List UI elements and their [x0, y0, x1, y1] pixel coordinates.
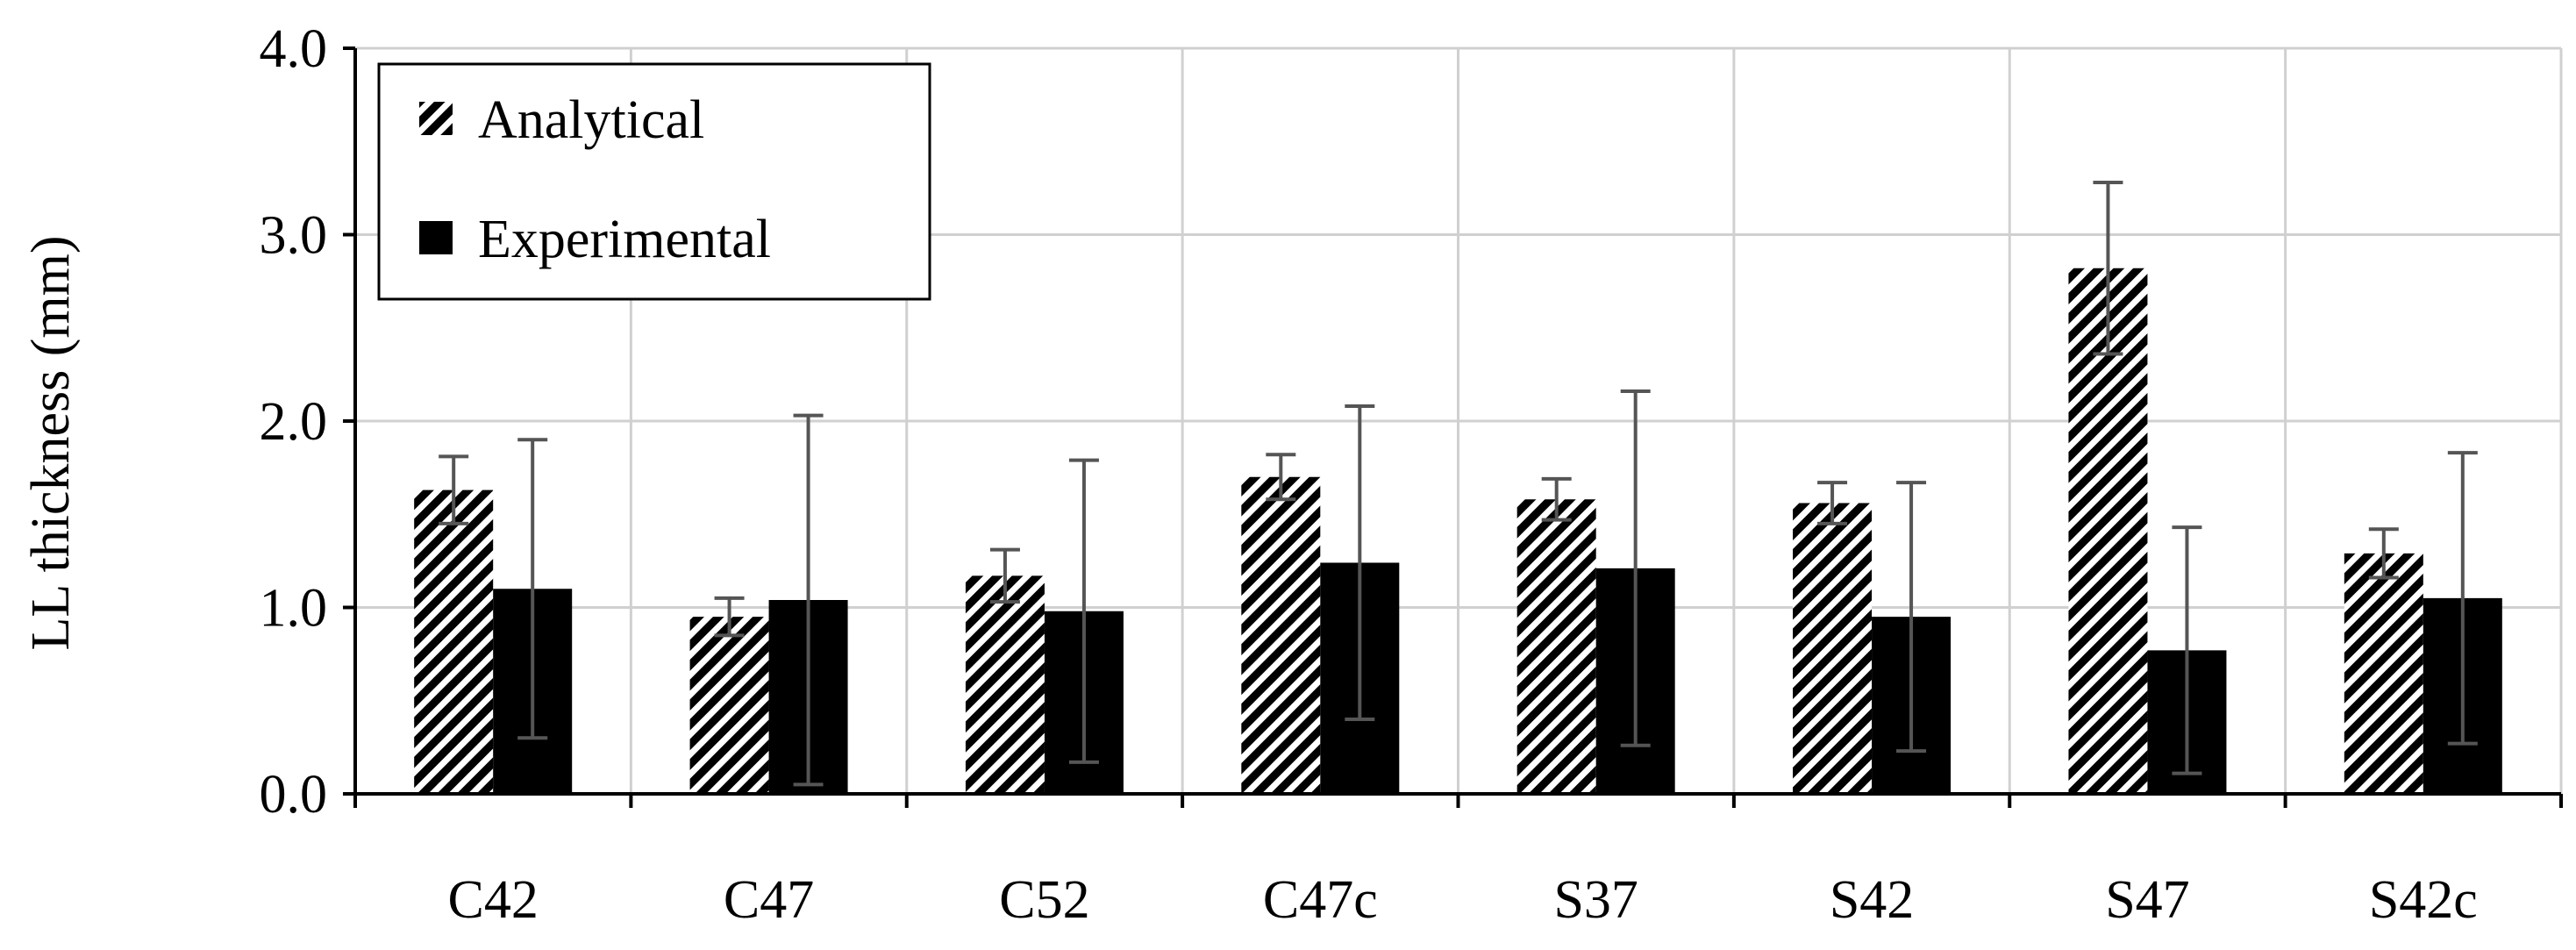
bar-analytical-s47 — [2068, 268, 2148, 794]
legend-box — [377, 62, 931, 301]
y-tick-label: 4.0 — [260, 19, 328, 79]
x-tick-label: C47c — [1263, 870, 1378, 930]
bar-analytical-c52 — [965, 575, 1045, 794]
legend-label-experimental: Experimental — [478, 210, 771, 269]
bar-analytical-s42 — [1793, 503, 1873, 794]
x-tick-label: S42c — [2369, 870, 2478, 930]
tick-labels: C42 C47 C52 C47c S37 S42 S47 S42c 0.0 1.0 2.0 3.0 4.… — [260, 19, 2478, 930]
legend-label-analytical: Analytical — [478, 90, 704, 150]
x-tick-label: C42 — [448, 870, 539, 930]
bar-analytical-s42c — [2344, 553, 2423, 794]
bar-analytical-c42 — [414, 489, 494, 794]
x-tick-label: S37 — [1553, 870, 1638, 930]
x-tick-label: S47 — [2105, 870, 2189, 930]
legend-swatch-analytical — [419, 102, 453, 135]
axes — [343, 46, 2563, 808]
y-tick-label: 1.0 — [260, 579, 328, 639]
x-tick-label: C47 — [724, 870, 814, 930]
y-tick-label: 2.0 — [260, 392, 328, 452]
x-tick-label: C52 — [999, 870, 1089, 930]
bar-analytical-c47 — [689, 617, 769, 794]
legend: Analytical Experimental — [377, 62, 931, 301]
legend-swatch-experimental — [419, 221, 453, 254]
error-bars — [439, 181, 2478, 787]
x-tick-label: S42 — [1830, 870, 1914, 930]
y-tick-label: 0.0 — [260, 765, 328, 825]
bar-analytical-c47c — [1241, 476, 1321, 794]
y-tick-label: 3.0 — [260, 206, 328, 266]
bar-analytical-s37 — [1516, 499, 1596, 794]
y-axis-title: LL thickness (mm) — [21, 236, 81, 651]
